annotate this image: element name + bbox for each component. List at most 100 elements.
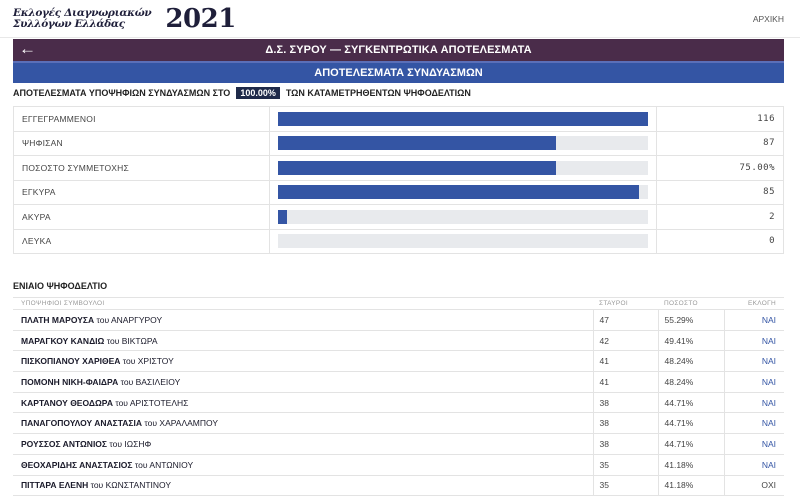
candidate-name-cell: ΡΟΥΣΣΟΣ ΑΝΤΩΝΙΟΣ του ΙΩΣΗΦ [13, 433, 594, 455]
logo-line-1: Εκλογές Διαγνωριακών [13, 7, 152, 19]
candidate-row: ΘΕΟΧΑΡΙΔΗΣ ΑΝΑΣΤΑΣΙΟΣ του ΑΝΤΩΝΙΟΥ 35 41.1… [13, 454, 784, 476]
candidate-name-cell: ΠΙΣΚΟΠΙΑΝΟΥ ΧΑΡΙΘΕΑ του ΧΡΙΣΤΟΥ [13, 350, 594, 373]
stat-label: ΨΗΦΙΣΑΝ [13, 130, 270, 156]
candidate-percent: 48.24% [658, 371, 725, 393]
candidate-patronymic: του ΧΑΡΑΛΑΜΠΟΥ [144, 418, 219, 429]
candidate-name-cell: ΠΟΜΟΝΗ ΝΙΚΗ-ΦΑΙΔΡΑ του ΒΑΣΙΛΕΙΟΥ [13, 371, 594, 393]
stat-bar-track [278, 160, 648, 175]
candidate-row: ΠΟΜΟΝΗ ΝΙΚΗ-ΦΑΙΔΡΑ του ΒΑΣΙΛΕΙΟΥ 41 48.24%… [13, 371, 784, 393]
stat-label: ΛΕΥΚΑ [13, 228, 270, 254]
stat-value: 2 [656, 204, 784, 230]
candidate-patronymic: του ΑΝΑΡΓΥΡΟΥ [96, 314, 163, 325]
stat-label: ΕΓΚΥΡΑ [13, 179, 270, 205]
stat-bar-track [278, 234, 648, 249]
stats-row: ΛΕΥΚΑ 0 [13, 228, 784, 254]
candidate-name: ΡΟΥΣΣΟΣ ΑΝΤΩΝΙΟΣ [21, 438, 108, 449]
stat-label: ΑΚΥΡΑ [13, 204, 270, 230]
logo-year: 2021 [165, 4, 236, 34]
candidate-votes: 41 [593, 371, 659, 393]
candidate-row: ΜΑΡΑΓΚΟΥ ΚΑΝΔΙΩ του ΒΙΚΤΩΡΑ 42 49.41% ΝΑΙ [13, 330, 784, 352]
column-header-elected: ΕΚΛΟΓΗ [724, 297, 784, 310]
candidate-votes: 41 [593, 350, 659, 373]
candidate-votes: 35 [593, 454, 659, 476]
results-heading: ΑΠΟΤΕΛΕΣΜΑΤΑ ΥΠΟΨΗΦΙΩΝ ΣΥΝΔΥΑΣΜΩΝ ΣΤΟ 10… [13, 87, 471, 99]
candidate-name-cell: ΚΑΡΤΑΝΟΥ ΘΕΟΔΩΡΑ του ΑΡΙΣΤΟΤΕΛΗΣ [13, 392, 594, 414]
candidate-votes: 42 [593, 330, 659, 352]
ballot-header-row: ΥΠΟΨΗΦΙΟΙ ΣΥΜΒΟΥΛΟΙ ΣΤΑΥΡΟΙ ΠΟΣΟΣΤΟ ΕΚΛΟ… [13, 297, 784, 310]
stat-bar-fill [278, 136, 556, 151]
candidate-percent: 44.71% [658, 392, 725, 414]
candidate-name-cell: ΠΙΤΤΑΡΑ ΕΛΕΝΗ του ΚΩΝΣΤΑΝΤΙΝΟΥ [13, 475, 594, 496]
stat-bar-cell [269, 130, 657, 156]
candidate-row: ΠΑΝΑΓΟΠΟΥΛΟΥ ΑΝΑΣΤΑΣΙΑ του ΧΑΡΑΛΑΜΠΟΥ 38 4… [13, 412, 784, 435]
stats-table: ΕΓΓΕΓΡΑΜΜΕΝΟΙ 116 ΨΗΦΙΣΑΝ 87 ΠΟΣΟΣΤΟ ΣΥΜΜΕΤΟ… [13, 106, 784, 254]
stat-bar-cell [269, 204, 657, 230]
logo-text: Εκλογές Διαγνωριακών Συλλόγων Ελλάδας [13, 7, 152, 30]
title-bar: ← Δ.Σ. ΣΥΡΟΥ — ΣΥΓΚΕΝΤΡΩΤΙΚΑ ΑΠΟΤΕΛΕΣΜΑΤ… [13, 39, 784, 61]
site-logo[interactable]: Εκλογές Διαγνωριακών Συλλόγων Ελλάδας 20… [13, 6, 236, 32]
candidate-elected: ΝΑΙ [724, 392, 784, 414]
logo-line-2: Συλλόγων Ελλάδας [13, 18, 125, 30]
section-bar: ΑΠΟΤΕΛΕΣΜΑΤΑ ΣΥΝΔΥΑΣΜΩΝ [13, 61, 784, 83]
column-header-percent: ΠΟΣΟΣΤΟ [658, 297, 724, 310]
stat-value: 85 [656, 179, 784, 205]
stat-bar-cell [269, 155, 657, 181]
arrow-left-icon[interactable]: ← [19, 39, 36, 58]
ballot-table: ΥΠΟΨΗΦΙΟΙ ΣΥΜΒΟΥΛΟΙ ΣΤΑΥΡΟΙ ΠΟΣΟΣΤΟ ΕΚΛΟ… [13, 297, 784, 496]
candidate-name-cell: ΠΑΝΑΓΟΠΟΥΛΟΥ ΑΝΑΣΤΑΣΙΑ του ΧΑΡΑΛΑΜΠΟΥ [13, 412, 594, 435]
stat-bar-fill [278, 160, 556, 175]
candidate-votes: 38 [593, 392, 659, 414]
stats-row: ΨΗΦΙΣΑΝ 87 [13, 130, 784, 156]
stat-value: 75.00% [656, 155, 784, 181]
candidate-name: ΚΑΡΤΑΝΟΥ ΘΕΟΔΩΡΑ [21, 397, 113, 408]
column-header-candidates: ΥΠΟΨΗΦΙΟΙ ΣΥΜΒΟΥΛΟΙ [13, 297, 593, 310]
candidate-elected: ΝΑΙ [724, 454, 784, 476]
candidate-elected: ΝΑΙ [724, 350, 784, 373]
results-heading-suffix: ΤΩΝ ΚΑΤΑΜΕΤΡΗΘΕΝΤΩΝ ΨΗΦΟΔΕΛΤΙΩΝ [285, 88, 471, 98]
candidate-name-cell: ΜΑΡΑΓΚΟΥ ΚΑΝΔΙΩ του ΒΙΚΤΩΡΑ [13, 330, 594, 352]
candidate-row: ΡΟΥΣΣΟΣ ΑΝΤΩΝΙΟΣ του ΙΩΣΗΦ 38 44.71% ΝΑΙ [13, 433, 784, 455]
candidate-elected: ΝΑΙ [724, 309, 784, 331]
stat-label: ΠΟΣΟΣΤΟ ΣΥΜΜΕΤΟΧΗΣ [13, 155, 270, 181]
candidate-elected: ΝΑΙ [724, 433, 784, 455]
candidate-name-cell: ΘΕΟΧΑΡΙΔΗΣ ΑΝΑΣΤΑΣΙΟΣ του ΑΝΤΩΝΙΟΥ [13, 454, 594, 476]
candidate-percent: 41.18% [658, 475, 725, 496]
column-header-votes: ΣΤΑΥΡΟΙ [593, 297, 658, 310]
counted-percent-badge: 100.00% [236, 87, 280, 99]
candidate-votes: 35 [593, 475, 659, 496]
stat-bar-cell [269, 179, 657, 205]
candidate-name-cell: ΠΛΑΤΗ ΜΑΡΟΥΣΑ του ΑΝΑΡΓΥΡΟΥ [13, 309, 594, 331]
stat-bar-track [278, 185, 648, 200]
stat-bar-track [278, 136, 648, 151]
candidate-name: ΠΙΤΤΑΡΑ ΕΛΕΝΗ [21, 480, 89, 491]
candidate-name: ΘΕΟΧΑΡΙΔΗΣ ΑΝΑΣΤΑΣΙΟΣ [21, 459, 133, 470]
stat-bar-fill [278, 111, 648, 126]
candidate-percent: 48.24% [658, 350, 725, 373]
site-header: Εκλογές Διαγνωριακών Συλλόγων Ελλάδας 20… [0, 0, 800, 38]
stats-row: ΕΓΚΥΡΑ 85 [13, 179, 784, 205]
candidate-elected: ΝΑΙ [724, 412, 784, 435]
candidate-percent: 55.29% [658, 309, 725, 331]
candidate-row: ΠΙΤΤΑΡΑ ΕΛΕΝΗ του ΚΩΝΣΤΑΝΤΙΝΟΥ 35 41.18% ΟΧ… [13, 475, 784, 496]
candidate-elected: ΝΑΙ [724, 330, 784, 352]
page-title: Δ.Σ. ΣΥΡΟΥ — ΣΥΓΚΕΝΤΡΩΤΙΚΑ ΑΠΟΤΕΛΕΣΜΑΤΑ [265, 44, 532, 56]
home-link[interactable]: ΑΡΧΙΚΗ [752, 14, 784, 24]
candidate-patronymic: του ΚΩΝΣΤΑΝΤΙΝΟΥ [90, 480, 172, 491]
candidate-patronymic: του ΙΩΣΗΦ [109, 438, 152, 449]
stat-value: 0 [656, 228, 784, 254]
candidate-name: ΜΑΡΑΓΚΟΥ ΚΑΝΔΙΩ [21, 335, 105, 346]
candidate-percent: 41.18% [658, 454, 725, 476]
stats-row: ΑΚΥΡΑ 2 [13, 204, 784, 230]
candidate-patronymic: του ΑΝΤΩΝΙΟΥ [134, 459, 194, 470]
stat-bar-cell [269, 228, 657, 254]
stat-bar-fill [278, 185, 640, 200]
stats-row: ΕΓΓΕΓΡΑΜΜΕΝΟΙ 116 [13, 106, 784, 132]
candidate-row: ΠΙΣΚΟΠΙΑΝΟΥ ΧΑΡΙΘΕΑ του ΧΡΙΣΤΟΥ 41 48.24% Ν… [13, 350, 784, 373]
candidate-name: ΠΛΑΤΗ ΜΑΡΟΥΣΑ [21, 314, 95, 325]
stat-value: 87 [656, 130, 784, 156]
candidate-percent: 49.41% [658, 330, 725, 352]
candidate-row: ΚΑΡΤΑΝΟΥ ΘΕΟΔΩΡΑ του ΑΡΙΣΤΟΤΕΛΗΣ 38 44.71%… [13, 392, 784, 414]
candidate-name: ΠΑΝΑΓΟΠΟΥΛΟΥ ΑΝΑΣΤΑΣΙΑ [21, 418, 143, 429]
candidate-name: ΠΟΜΟΝΗ ΝΙΚΗ-ΦΑΙΔΡΑ [21, 376, 119, 387]
section-title: ΑΠΟΤΕΛΕΣΜΑΤΑ ΣΥΝΔΥΑΣΜΩΝ [314, 67, 483, 79]
